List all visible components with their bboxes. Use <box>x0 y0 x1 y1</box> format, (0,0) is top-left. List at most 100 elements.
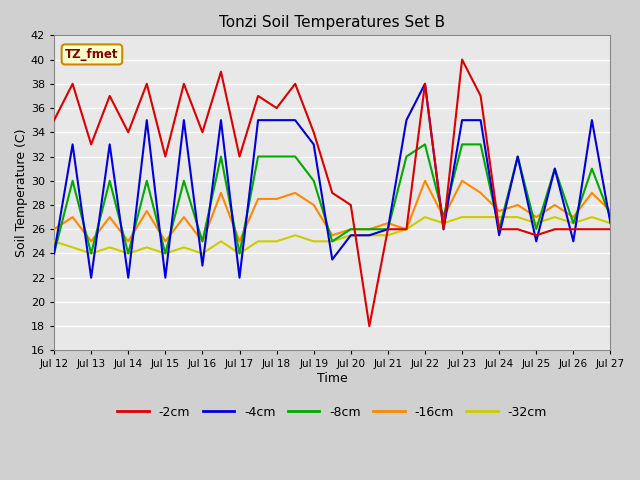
X-axis label: Time: Time <box>317 372 348 385</box>
-32cm <box>347 232 355 238</box>
-2cm <box>291 81 299 87</box>
-32cm <box>532 220 540 226</box>
-16cm <box>106 214 113 220</box>
-16cm <box>143 208 150 214</box>
-2cm <box>347 202 355 208</box>
-8cm <box>254 154 262 159</box>
-4cm <box>477 117 484 123</box>
Legend: -2cm, -4cm, -8cm, -16cm, -32cm: -2cm, -4cm, -8cm, -16cm, -32cm <box>113 401 552 424</box>
-32cm <box>106 244 113 250</box>
-16cm <box>180 214 188 220</box>
-2cm <box>198 130 206 135</box>
Title: Tonzi Soil Temperatures Set B: Tonzi Soil Temperatures Set B <box>219 15 445 30</box>
-32cm <box>198 251 206 256</box>
-4cm <box>347 232 355 238</box>
-16cm <box>217 190 225 196</box>
Line: -4cm: -4cm <box>54 84 611 278</box>
-32cm <box>607 220 614 226</box>
-16cm <box>347 227 355 232</box>
-32cm <box>588 214 596 220</box>
-2cm <box>50 117 58 123</box>
-8cm <box>68 178 76 184</box>
-4cm <box>106 142 113 147</box>
-2cm <box>68 81 76 87</box>
-8cm <box>50 251 58 256</box>
-16cm <box>161 239 169 244</box>
-2cm <box>236 154 243 159</box>
-16cm <box>570 214 577 220</box>
-2cm <box>551 227 559 232</box>
-16cm <box>254 196 262 202</box>
-32cm <box>254 239 262 244</box>
-4cm <box>421 81 429 87</box>
-2cm <box>403 227 410 232</box>
-16cm <box>68 214 76 220</box>
-32cm <box>87 251 95 256</box>
-32cm <box>143 244 150 250</box>
-2cm <box>106 93 113 99</box>
-32cm <box>310 239 317 244</box>
Line: -32cm: -32cm <box>54 217 611 253</box>
-32cm <box>50 239 58 244</box>
-16cm <box>328 232 336 238</box>
-2cm <box>477 93 484 99</box>
-16cm <box>588 190 596 196</box>
-4cm <box>310 142 317 147</box>
-8cm <box>328 239 336 244</box>
-2cm <box>310 130 317 135</box>
-8cm <box>347 227 355 232</box>
-8cm <box>291 154 299 159</box>
-4cm <box>570 239 577 244</box>
-4cm <box>551 166 559 171</box>
-4cm <box>514 154 522 159</box>
-2cm <box>273 105 280 111</box>
-16cm <box>458 178 466 184</box>
-8cm <box>161 251 169 256</box>
-32cm <box>570 220 577 226</box>
-8cm <box>180 178 188 184</box>
-32cm <box>291 232 299 238</box>
-16cm <box>273 196 280 202</box>
-32cm <box>273 239 280 244</box>
-4cm <box>161 275 169 281</box>
-4cm <box>532 239 540 244</box>
-32cm <box>440 220 447 226</box>
-32cm <box>68 244 76 250</box>
-8cm <box>236 251 243 256</box>
-32cm <box>180 244 188 250</box>
-4cm <box>495 232 503 238</box>
-2cm <box>440 227 447 232</box>
-2cm <box>124 130 132 135</box>
-8cm <box>124 251 132 256</box>
-4cm <box>273 117 280 123</box>
-4cm <box>68 142 76 147</box>
-2cm <box>570 227 577 232</box>
-16cm <box>607 208 614 214</box>
-8cm <box>310 178 317 184</box>
-16cm <box>477 190 484 196</box>
-4cm <box>384 227 392 232</box>
Line: -2cm: -2cm <box>54 60 611 326</box>
-8cm <box>477 142 484 147</box>
-4cm <box>124 275 132 281</box>
-32cm <box>236 251 243 256</box>
-2cm <box>87 142 95 147</box>
-32cm <box>421 214 429 220</box>
-16cm <box>310 202 317 208</box>
-4cm <box>50 251 58 256</box>
-8cm <box>588 166 596 171</box>
-4cm <box>217 117 225 123</box>
-8cm <box>143 178 150 184</box>
-32cm <box>384 232 392 238</box>
-8cm <box>273 154 280 159</box>
-4cm <box>87 275 95 281</box>
-4cm <box>254 117 262 123</box>
-8cm <box>421 142 429 147</box>
Line: -16cm: -16cm <box>54 181 611 241</box>
-8cm <box>106 178 113 184</box>
-2cm <box>588 227 596 232</box>
-4cm <box>458 117 466 123</box>
-8cm <box>514 154 522 159</box>
-8cm <box>532 227 540 232</box>
-16cm <box>236 239 243 244</box>
